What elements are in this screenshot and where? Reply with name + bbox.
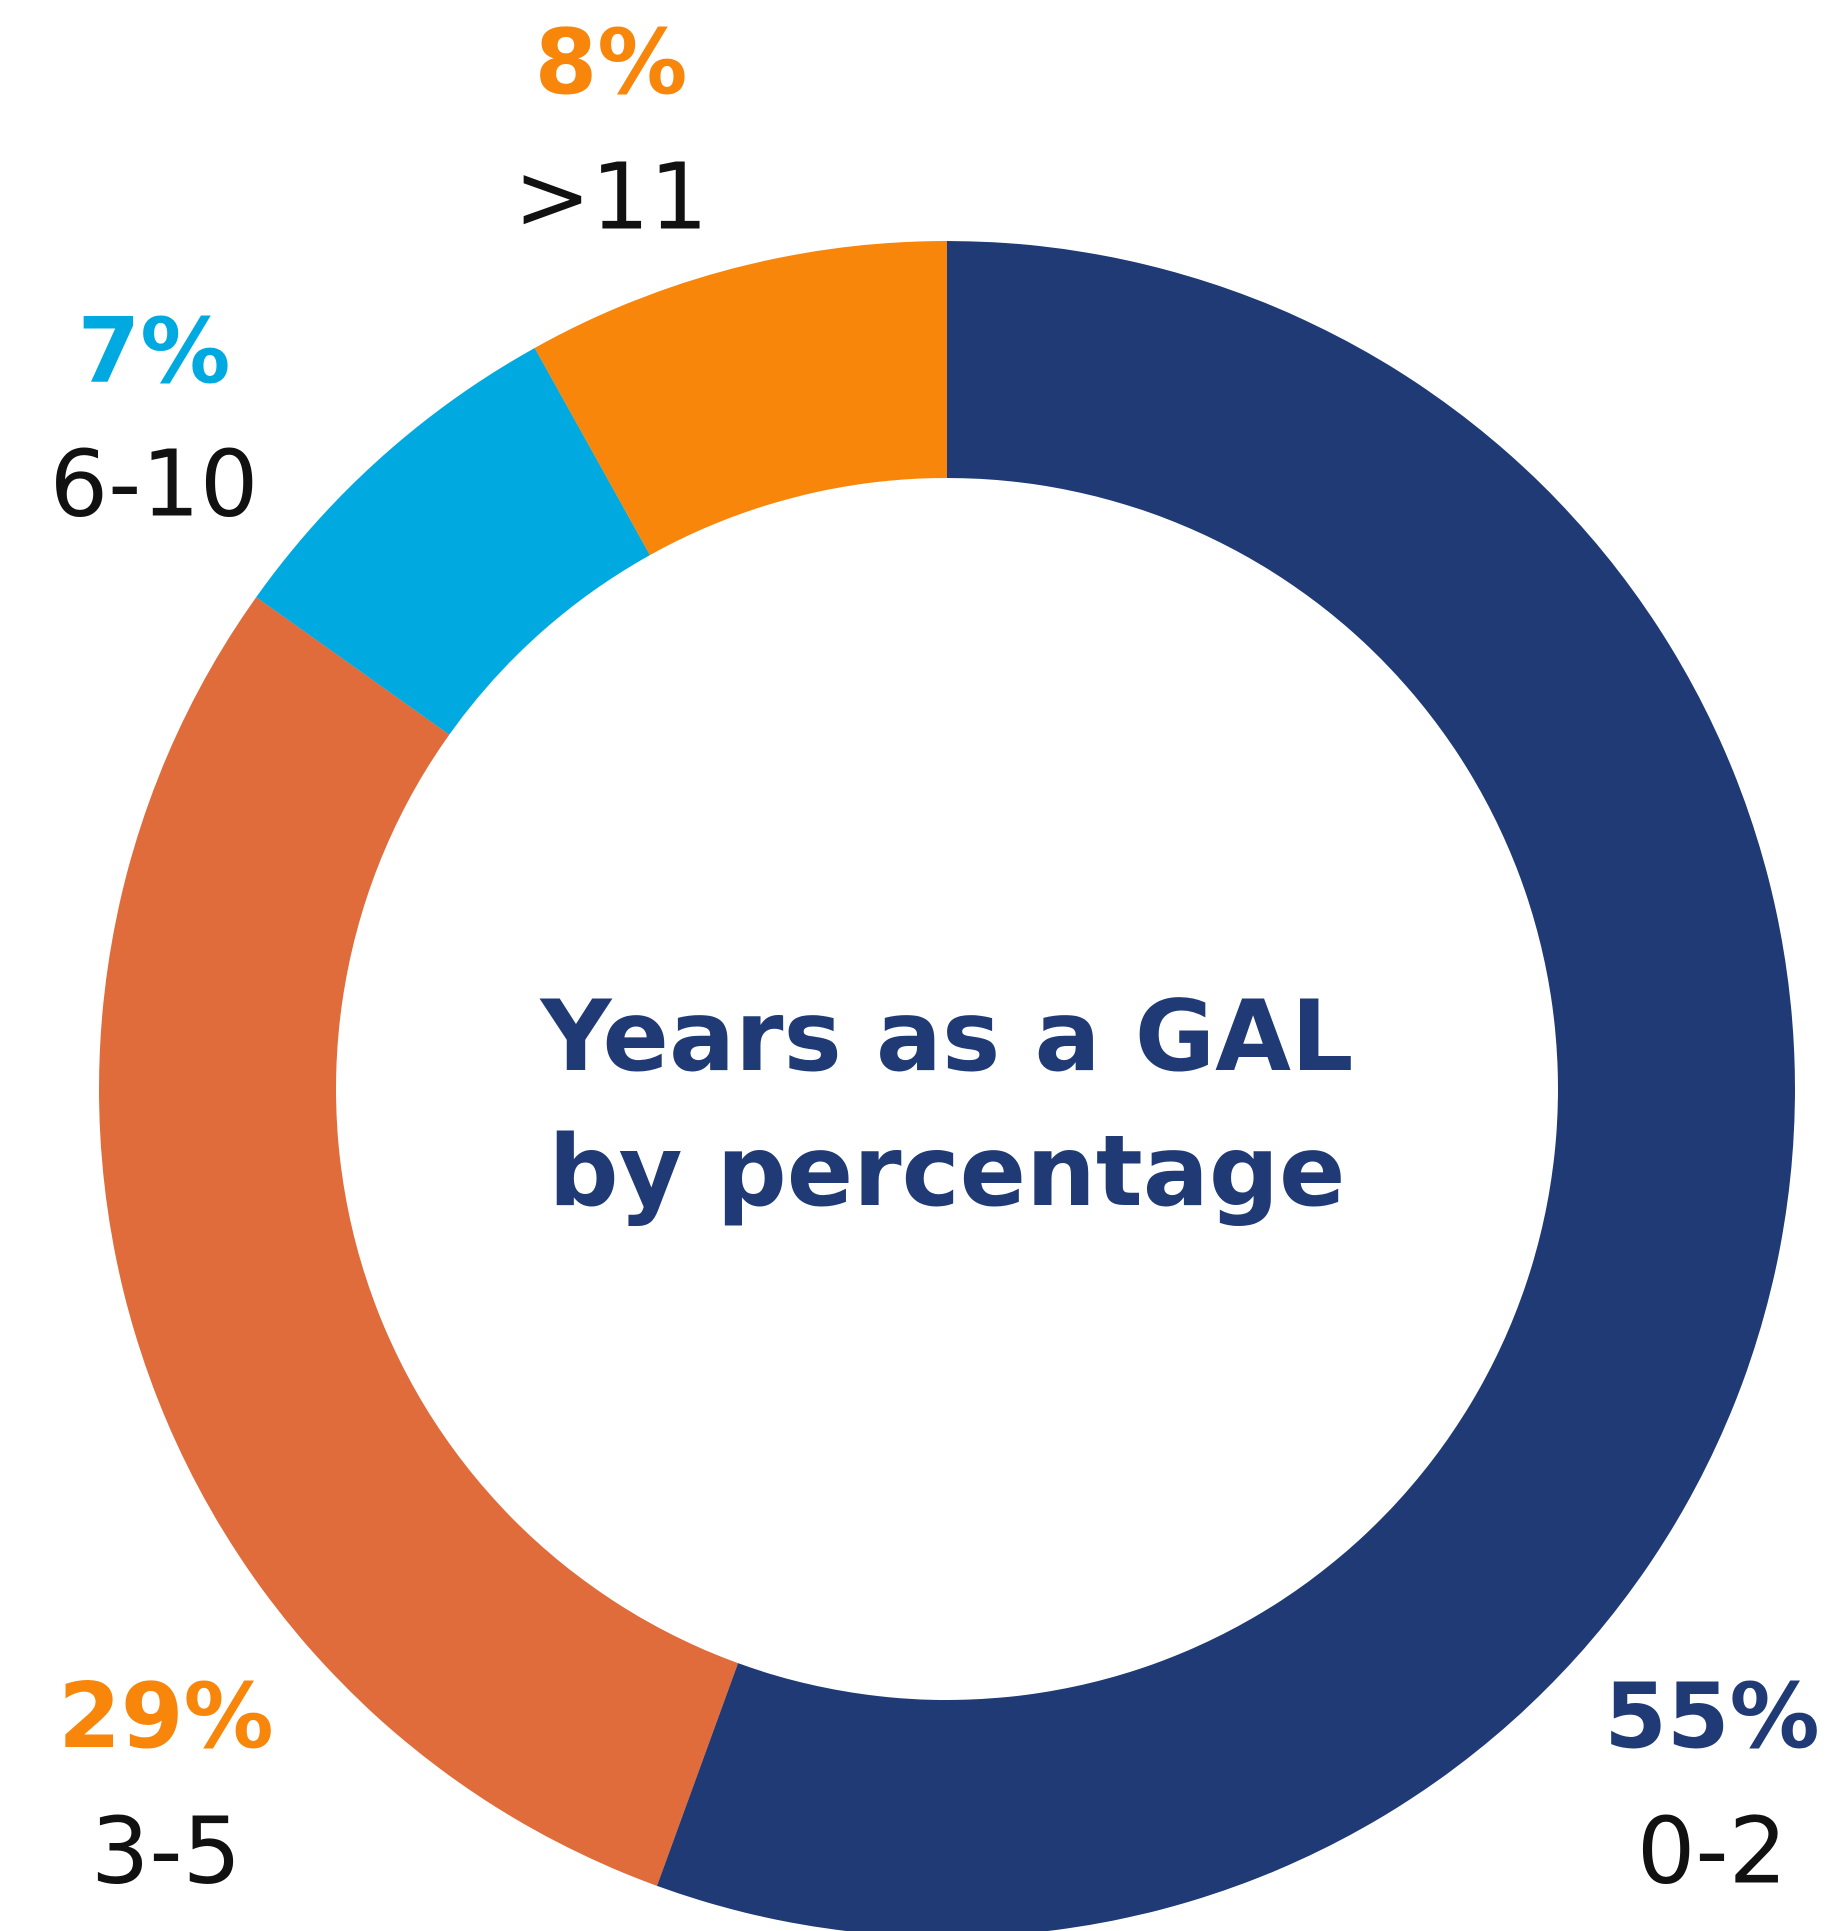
category-label: 3-5 bbox=[91, 1797, 241, 1904]
category-label: 6-10 bbox=[50, 430, 259, 537]
category-label: 0-2 bbox=[1637, 1797, 1787, 1904]
donut-slice bbox=[256, 347, 650, 735]
value-label: 7% bbox=[78, 299, 231, 404]
donut-slice bbox=[534, 241, 947, 556]
donut-slice bbox=[99, 597, 739, 1886]
category-label: >11 bbox=[514, 143, 708, 250]
donut-slice bbox=[656, 241, 1795, 1931]
chart-title: Years as a GAL by percentage bbox=[540, 980, 1354, 1229]
value-label: 55% bbox=[1604, 1664, 1819, 1769]
value-label: 8% bbox=[535, 10, 688, 115]
value-label: 29% bbox=[58, 1664, 273, 1769]
